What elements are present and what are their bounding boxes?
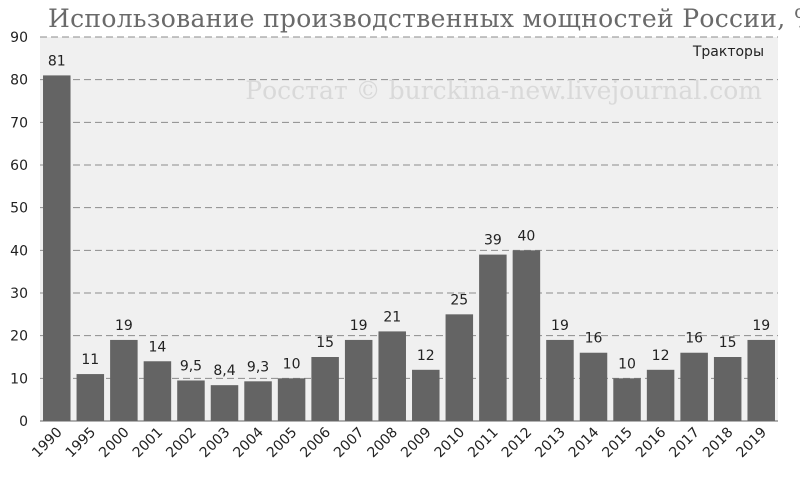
x-tick-label: 2012 [499, 425, 536, 462]
x-tick-label: 2004 [230, 424, 267, 461]
data-label: 21 [383, 309, 401, 325]
y-tick-label: 50 [10, 201, 28, 217]
x-tick-label: 1995 [63, 425, 100, 462]
data-label: 19 [551, 318, 569, 334]
y-axis: 0 10 20 30 40 50 60 70 80 90 [10, 30, 28, 430]
x-tick-label: 2006 [297, 424, 334, 461]
y-tick-label: 40 [10, 243, 28, 259]
bar-2011 [479, 254, 507, 421]
data-label: 9,3 [247, 359, 269, 375]
x-tick-label: 2010 [432, 425, 469, 462]
y-tick-label: 10 [10, 371, 28, 387]
watermark-text: Росстат © burckina-new.livejournal.com [245, 76, 762, 105]
bar-2013 [546, 339, 574, 421]
bar-1995 [76, 374, 105, 421]
data-label: 25 [450, 292, 468, 308]
x-tick-label: 2005 [264, 425, 301, 462]
x-tick-label: 2009 [398, 425, 435, 462]
x-tick-label: 2013 [532, 425, 569, 462]
bar-2004 [244, 381, 272, 421]
y-tick-label: 20 [10, 329, 28, 345]
x-tick-label: 2019 [734, 425, 771, 462]
data-label: 9,5 [180, 358, 202, 374]
x-tick-label: 2007 [331, 425, 368, 462]
x-tick-label: 2008 [365, 425, 402, 462]
y-tick-label: 0 [19, 414, 28, 430]
bar-2006 [311, 357, 339, 421]
x-tick-label: 2002 [163, 425, 200, 462]
bars [43, 75, 775, 422]
data-label: 40 [517, 228, 535, 244]
x-tick-label: 2015 [599, 425, 636, 462]
data-label: 19 [115, 318, 133, 334]
x-tick-label: 2016 [633, 424, 670, 461]
x-tick-label: 2017 [666, 425, 703, 462]
y-tick-label: 70 [10, 115, 28, 131]
x-tick-label: 2001 [130, 425, 167, 462]
series-label: Тракторы [692, 44, 764, 60]
bar-2014 [579, 352, 608, 421]
data-label: 10 [283, 356, 301, 372]
data-label: 11 [81, 352, 99, 368]
x-tick-label: 2011 [465, 425, 502, 462]
y-tick-label: 80 [10, 73, 28, 89]
data-label: 8,4 [213, 363, 235, 379]
data-label: 12 [652, 348, 670, 364]
data-label: 81 [48, 53, 66, 69]
data-label: 15 [719, 335, 737, 351]
bar-2018 [713, 357, 742, 421]
data-label: 16 [585, 331, 603, 347]
bar-2001 [143, 361, 172, 421]
bar-2003 [210, 385, 239, 421]
x-tick-label: 2014 [566, 424, 603, 461]
bar-2005 [277, 378, 306, 421]
bar-2016 [646, 369, 675, 421]
bar-1990 [43, 75, 71, 422]
bar-2008 [378, 331, 406, 421]
chart-title: Использование производственных мощностей… [48, 4, 800, 33]
bar-2009 [412, 369, 440, 421]
bar-2015 [613, 378, 641, 421]
data-label: 10 [618, 356, 636, 372]
bar-2017 [680, 352, 708, 421]
data-labels: 81 11 19 14 9,5 8,4 9,3 10 15 19 21 12 25 39 40 19 16 10 1… [48, 53, 770, 379]
data-label: 19 [752, 318, 770, 334]
bar-2002 [177, 380, 205, 421]
x-axis: 1990199520002001200220032004200520062007… [29, 424, 770, 461]
x-tick-label: 2003 [197, 425, 234, 462]
bar-2000 [110, 339, 138, 421]
data-label: 15 [316, 335, 334, 351]
plot-area [40, 37, 778, 421]
bar-2019 [747, 339, 775, 421]
bar-2007 [344, 339, 373, 421]
data-label: 19 [350, 318, 368, 334]
data-label: 16 [685, 331, 703, 347]
y-tick-label: 60 [10, 158, 28, 174]
x-tick-label: 1990 [29, 425, 66, 462]
y-tick-label: 30 [10, 286, 28, 302]
x-tick-label: 2018 [700, 425, 737, 462]
data-label: 12 [417, 348, 435, 364]
data-label: 14 [148, 339, 166, 355]
data-label: 39 [484, 233, 502, 249]
y-tick-label: 90 [10, 30, 28, 46]
bar-2012 [512, 250, 541, 421]
x-tick-label: 2000 [96, 425, 133, 462]
bar-2010 [445, 314, 474, 421]
